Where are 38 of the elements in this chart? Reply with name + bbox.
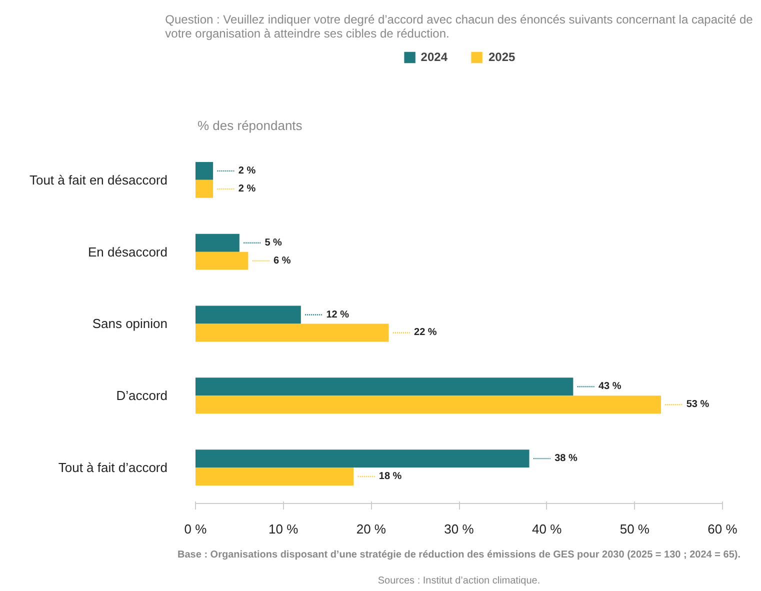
x-tick-label: 50 % [620,522,650,536]
legend-label: 2025 [488,50,516,64]
data-label: 38 % [554,453,578,464]
text: Base : Organisations disposant d’une stratégie de réduction des émissions de GES pour 2030 (2025 = 130 ; 2024 = 65). [178,550,741,560]
y-tick-label: Sans opinion [92,316,168,332]
x-tick-label: 30 % [444,522,474,536]
legend-label: 2024 [420,50,448,64]
bar [196,162,214,180]
y-tick-label: Tout à fait en désaccord [29,172,168,188]
x-axis-title: % des répondants [198,118,303,134]
data-label: 5 % [264,237,282,248]
bar [196,468,354,486]
data-label: 12 % [326,309,350,320]
bar [196,396,662,414]
data-label: 2 % [238,165,256,176]
data-label: 22 % [414,327,437,338]
data-label: 18 % [378,471,402,482]
x-tick-label: 10 % [268,522,299,536]
y-tick-label: D’accord [116,388,168,404]
bar [196,180,214,198]
x-tick-label: 60 % [708,522,738,536]
x-tick-label: 0 % [184,522,208,536]
x-tick-label: 20 % [356,522,386,536]
bar [196,306,301,324]
chart-title: Question : Veuillez indiquer votre degré d’accord avec chacun des énoncés suivants concernant la capacité de votre organisation à atteindre ses cibles de réduction. [165,12,754,40]
bar [196,252,248,270]
data-label: 53 % [686,399,710,410]
x-tick-label: 40 % [532,522,562,536]
source-note: Sources : Institut d’action climatique. [378,576,540,586]
y-tick-label: En désaccord [88,244,168,260]
bar [196,324,389,342]
bar [196,378,574,396]
data-label: 2 % [238,183,256,194]
data-label: 43 % [598,381,622,392]
bar [196,450,530,468]
bar [196,234,240,252]
y-tick-label: Tout à fait d’accord [58,460,168,476]
data-label: 6 % [273,255,291,266]
